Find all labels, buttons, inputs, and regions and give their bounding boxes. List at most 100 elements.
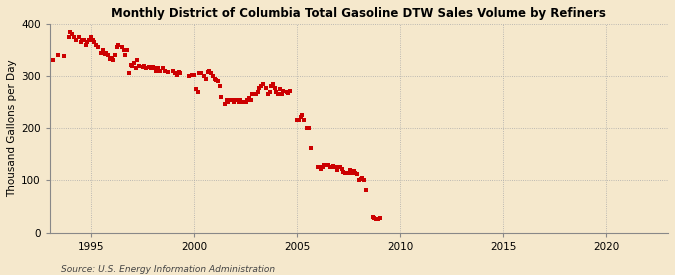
Point	[354, 178, 364, 183]
Point	[97, 48, 108, 52]
Point	[340, 170, 350, 175]
Point	[235, 97, 246, 102]
Title: Monthly District of Columbia Total Gasoline DTW Sales Volume by Refiners: Monthly District of Columbia Total Gasol…	[111, 7, 606, 20]
Point	[275, 87, 286, 91]
Point	[285, 89, 296, 93]
Point	[357, 175, 368, 180]
Point	[173, 70, 184, 74]
Point	[200, 76, 211, 81]
Point	[304, 126, 315, 130]
Point	[234, 100, 244, 104]
Point	[209, 76, 220, 81]
Point	[276, 92, 287, 97]
Point	[326, 165, 337, 169]
Point	[106, 56, 117, 60]
Y-axis label: Thousand Gallons per Day: Thousand Gallons per Day	[7, 59, 17, 197]
Point	[244, 96, 254, 100]
Point	[367, 215, 378, 219]
Point	[215, 84, 225, 89]
Point	[348, 169, 359, 173]
Point	[232, 97, 242, 102]
Point	[216, 95, 227, 99]
Point	[147, 64, 158, 69]
Point	[358, 178, 369, 183]
Point	[306, 146, 317, 150]
Point	[336, 167, 347, 171]
Point	[77, 37, 88, 42]
Point	[245, 97, 256, 102]
Point	[247, 92, 258, 97]
Point	[68, 35, 79, 39]
Point	[313, 165, 323, 169]
Point	[208, 74, 219, 78]
Point	[146, 66, 157, 70]
Point	[140, 66, 151, 70]
Point	[84, 37, 95, 42]
Point	[58, 54, 69, 58]
Point	[111, 45, 122, 50]
Point	[360, 188, 371, 192]
Point	[92, 45, 103, 50]
Text: Source: U.S. Energy Information Administration: Source: U.S. Energy Information Administ…	[61, 265, 275, 274]
Point	[369, 216, 380, 220]
Point	[120, 53, 131, 57]
Point	[122, 48, 132, 52]
Point	[206, 71, 217, 76]
Point	[127, 64, 138, 68]
Point	[158, 66, 169, 70]
Point	[118, 48, 129, 52]
Point	[132, 58, 142, 63]
Point	[124, 71, 134, 76]
Point	[314, 165, 325, 169]
Point	[211, 78, 221, 82]
Point	[333, 165, 344, 169]
Point	[373, 217, 383, 222]
Point	[99, 52, 110, 56]
Point	[194, 71, 205, 76]
Point	[204, 69, 215, 73]
Point	[134, 64, 144, 68]
Point	[347, 170, 358, 175]
Point	[108, 58, 119, 63]
Point	[89, 40, 100, 44]
Point	[82, 40, 93, 44]
Point	[319, 163, 330, 167]
Point	[263, 92, 273, 97]
Point	[144, 64, 155, 69]
Point	[67, 32, 78, 37]
Point	[65, 29, 76, 34]
Point	[53, 53, 64, 57]
Point	[90, 43, 101, 47]
Point	[74, 35, 84, 39]
Point	[175, 71, 186, 76]
Point	[190, 87, 201, 91]
Point	[125, 62, 136, 67]
Point	[371, 217, 381, 222]
Point	[137, 64, 148, 69]
Point	[355, 177, 366, 182]
Point	[105, 57, 115, 62]
Point	[323, 163, 333, 167]
Point	[63, 35, 74, 39]
Point	[316, 167, 327, 171]
Point	[295, 114, 306, 119]
Point	[297, 113, 308, 117]
Point	[187, 73, 198, 77]
Point	[226, 97, 237, 102]
Point	[163, 70, 173, 74]
Point	[219, 101, 230, 106]
Point	[151, 69, 162, 73]
Point	[294, 118, 304, 123]
Point	[202, 70, 213, 74]
Point	[128, 61, 139, 65]
Point	[228, 100, 239, 104]
Point	[184, 74, 194, 78]
Point	[154, 69, 165, 73]
Point	[79, 37, 90, 42]
Point	[80, 43, 91, 47]
Point	[242, 97, 252, 102]
Point	[110, 53, 121, 57]
Point	[283, 90, 294, 95]
Point	[269, 85, 280, 90]
Point	[113, 43, 124, 47]
